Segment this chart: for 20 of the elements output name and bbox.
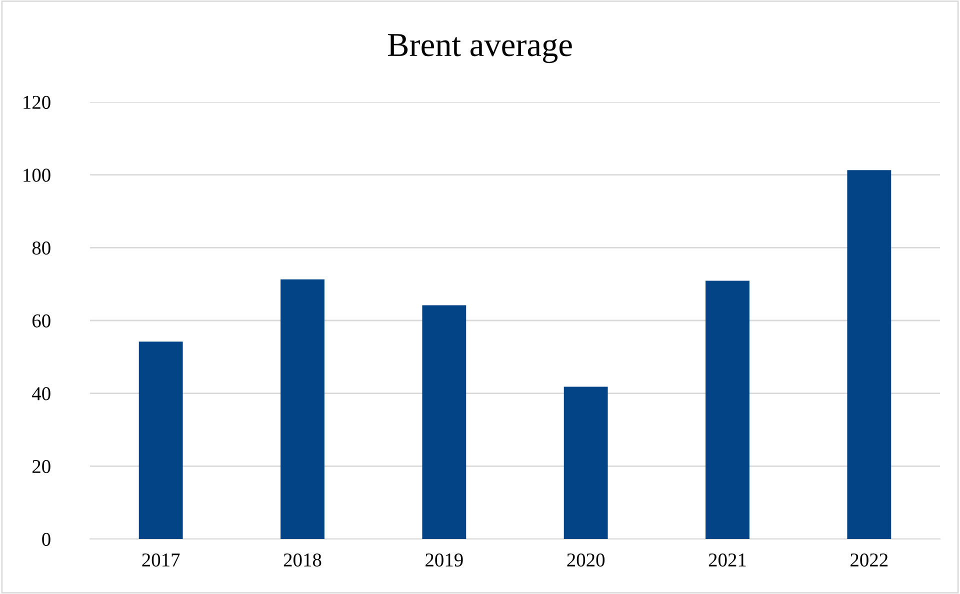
bar — [422, 305, 466, 539]
bar — [280, 279, 324, 539]
bar — [564, 386, 608, 539]
bar — [847, 170, 892, 539]
x-tick-label: 2022 — [850, 553, 888, 567]
x-tick-label: 2020 — [567, 553, 605, 567]
y-tick-label: 60 — [32, 314, 50, 328]
y-tick-label: 0 — [42, 532, 50, 546]
y-tick-label: 100 — [24, 168, 50, 182]
y-tick-label: 120 — [24, 96, 50, 109]
x-tick-label: 2021 — [708, 553, 746, 567]
y-tick-label: 40 — [32, 387, 50, 400]
bar — [138, 342, 183, 539]
x-tick-label: 2018 — [284, 553, 322, 567]
x-tick-label: 2017 — [142, 553, 180, 567]
y-tick-label: 80 — [32, 241, 50, 255]
bar — [706, 280, 750, 539]
x-tick-label: 2019 — [426, 553, 463, 567]
chart-title: Brent average — [388, 34, 572, 64]
y-tick-label: 20 — [32, 460, 50, 474]
